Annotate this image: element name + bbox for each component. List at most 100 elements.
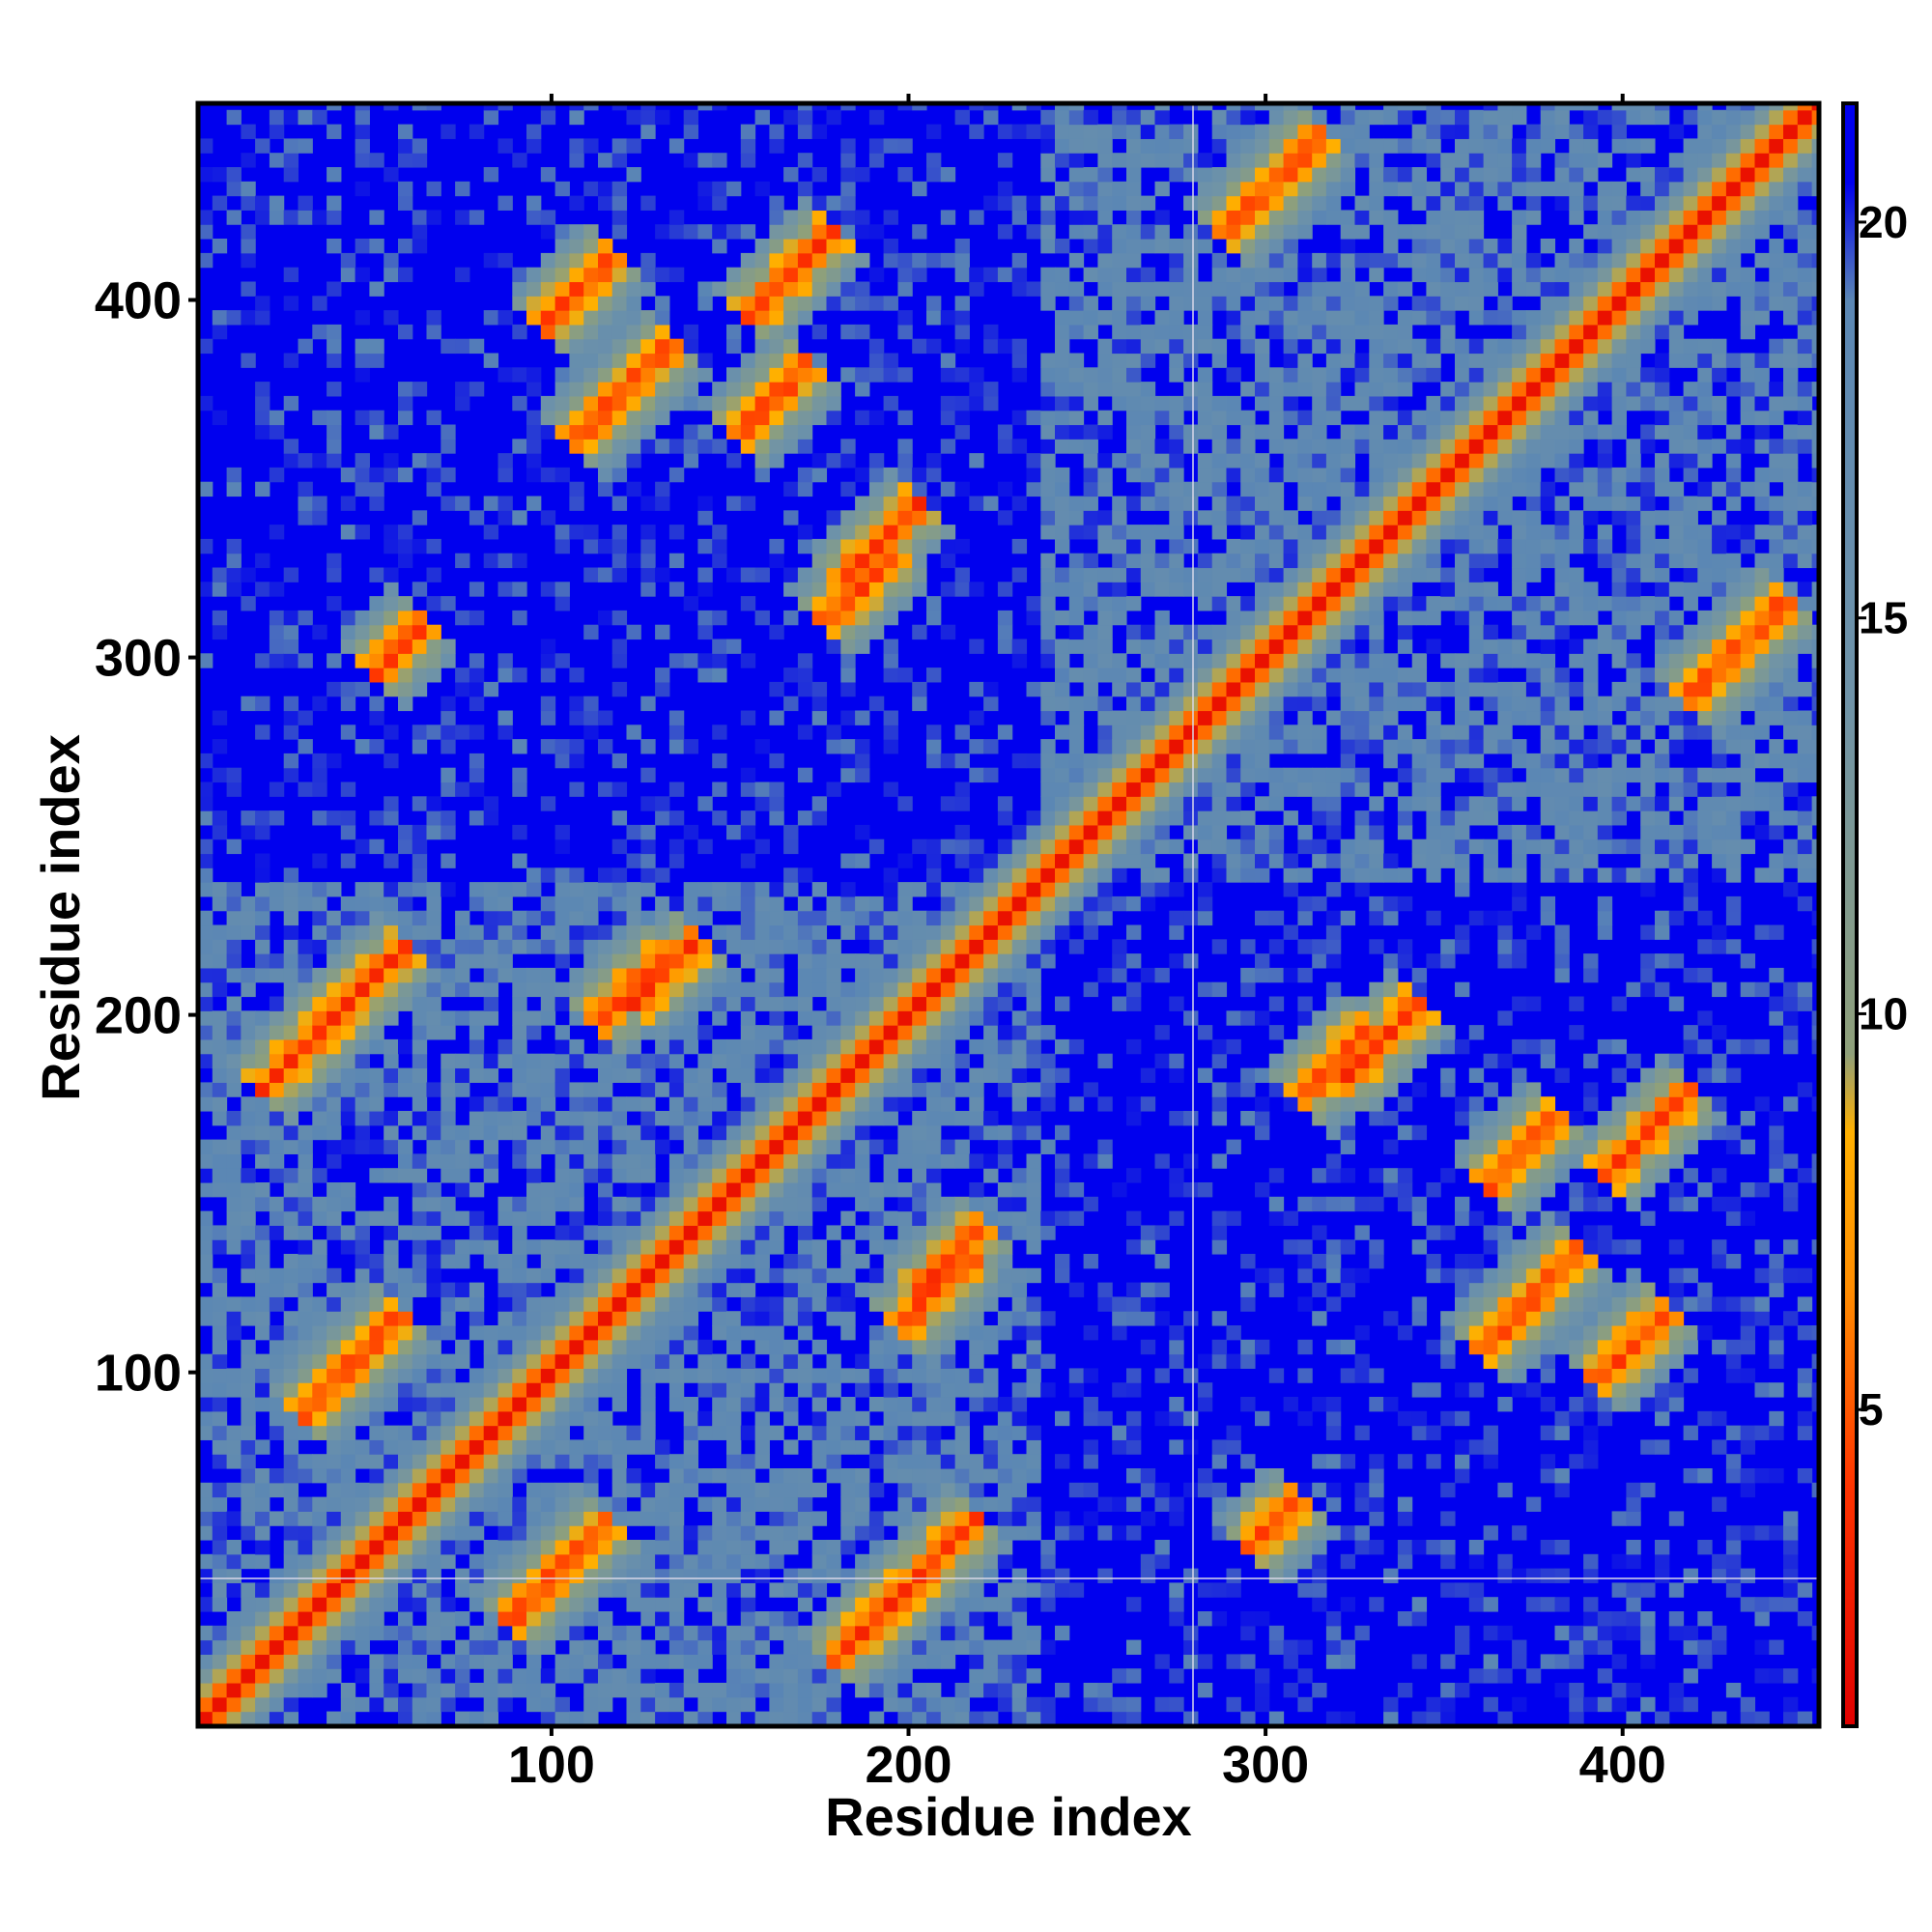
heatmap-cell bbox=[412, 610, 428, 626]
heatmap-cell bbox=[255, 582, 270, 597]
heatmap-cell bbox=[1055, 681, 1070, 697]
heatmap-cell bbox=[926, 1311, 942, 1326]
heatmap-cell bbox=[569, 439, 584, 454]
heatmap-cell bbox=[969, 1096, 984, 1112]
heatmap-cell bbox=[355, 109, 370, 126]
heatmap-cell bbox=[398, 382, 413, 397]
heatmap-cell bbox=[1140, 882, 1156, 897]
heatmap-cell bbox=[1097, 281, 1113, 297]
heatmap-cell bbox=[926, 1082, 942, 1097]
heatmap-cell bbox=[683, 1038, 699, 1055]
heatmap-cell bbox=[1112, 538, 1127, 554]
heatmap-cell bbox=[1011, 338, 1028, 355]
heatmap-cell bbox=[269, 1368, 285, 1383]
heatmap-cell bbox=[340, 1325, 356, 1341]
heatmap-cell bbox=[384, 1053, 399, 1069]
heatmap-cell bbox=[912, 924, 927, 940]
heatmap-cell bbox=[384, 1654, 399, 1669]
heatmap-cell bbox=[540, 210, 556, 225]
heatmap-cell bbox=[369, 1439, 384, 1455]
heatmap-cell bbox=[598, 1454, 613, 1469]
heatmap-cell bbox=[369, 610, 384, 626]
heatmap-cell bbox=[826, 538, 841, 554]
heatmap-cell bbox=[198, 1053, 213, 1069]
heatmap-cell bbox=[969, 1553, 984, 1570]
heatmap-cell bbox=[655, 1339, 670, 1355]
heatmap-cell bbox=[298, 1239, 313, 1255]
heatmap-cell bbox=[683, 910, 699, 926]
heatmap-cell bbox=[797, 1124, 813, 1141]
heatmap-cell bbox=[554, 753, 570, 769]
heatmap-cell bbox=[1026, 1439, 1041, 1455]
heatmap-cell bbox=[412, 1425, 428, 1440]
heatmap-cell bbox=[1097, 1282, 1113, 1297]
heatmap-cell bbox=[726, 1582, 742, 1598]
heatmap-cell bbox=[312, 1267, 327, 1284]
heatmap-cell bbox=[840, 167, 856, 183]
heatmap-cell bbox=[384, 810, 399, 826]
heatmap-cell bbox=[440, 1124, 456, 1141]
heatmap-cell bbox=[483, 310, 499, 326]
heatmap-cell bbox=[769, 1425, 784, 1440]
heatmap-cell bbox=[583, 1124, 599, 1141]
heatmap-cell bbox=[640, 1553, 656, 1570]
heatmap-cell bbox=[526, 1153, 542, 1169]
heatmap-cell bbox=[540, 1611, 556, 1627]
heatmap-cell bbox=[440, 1368, 456, 1383]
heatmap-cell bbox=[1011, 1382, 1028, 1398]
heatmap-cell bbox=[1040, 1067, 1056, 1083]
heatmap-cell bbox=[212, 1482, 228, 1498]
heatmap-cell bbox=[611, 496, 628, 511]
heatmap-cell bbox=[983, 496, 999, 511]
heatmap-cell bbox=[327, 1668, 342, 1684]
heatmap-cell bbox=[769, 1611, 784, 1627]
heatmap-cell bbox=[1140, 624, 1156, 640]
heatmap-cell bbox=[926, 668, 942, 683]
heatmap-cell bbox=[583, 882, 599, 897]
heatmap-cell bbox=[811, 1696, 828, 1713]
heatmap-cell bbox=[883, 138, 898, 154]
heatmap-cell bbox=[355, 882, 370, 897]
heatmap-cell bbox=[740, 1696, 756, 1713]
heatmap-cell bbox=[1026, 1639, 1041, 1655]
heatmap-cell bbox=[583, 1597, 599, 1612]
heatmap-cell bbox=[1183, 252, 1199, 269]
heatmap-cell bbox=[668, 1696, 685, 1713]
heatmap-cell bbox=[697, 1139, 713, 1154]
heatmap-cell bbox=[554, 867, 570, 883]
heatmap-cell bbox=[384, 1568, 399, 1583]
heatmap-cell bbox=[212, 1425, 228, 1440]
heatmap-cell bbox=[740, 910, 756, 926]
heatmap-cell bbox=[283, 395, 299, 412]
heatmap-cell bbox=[855, 767, 870, 783]
heatmap-cell bbox=[398, 124, 413, 139]
heatmap-cell bbox=[954, 1696, 970, 1713]
heatmap-cell bbox=[1211, 1482, 1228, 1498]
heatmap-cell bbox=[1169, 767, 1184, 783]
heatmap-cell bbox=[983, 967, 999, 983]
heatmap-cell bbox=[198, 867, 213, 883]
heatmap-cell bbox=[1126, 181, 1142, 197]
heatmap-cell bbox=[269, 1196, 285, 1212]
heatmap-cell bbox=[412, 1096, 428, 1112]
heatmap-cell bbox=[640, 981, 656, 998]
heatmap-cell bbox=[312, 1568, 327, 1583]
heatmap-cell bbox=[1040, 1540, 1056, 1555]
heatmap-cell bbox=[640, 1439, 656, 1455]
heatmap-cell bbox=[469, 1625, 485, 1641]
heatmap-cell bbox=[283, 353, 299, 368]
heatmap-cell bbox=[668, 1568, 685, 1583]
heatmap-cell bbox=[726, 424, 742, 440]
heatmap-cell bbox=[626, 395, 641, 412]
heatmap-cell bbox=[912, 939, 927, 954]
heatmap-cell bbox=[469, 1182, 485, 1198]
heatmap-cell bbox=[1112, 224, 1127, 240]
heatmap-cell bbox=[940, 953, 956, 969]
heatmap-cell bbox=[327, 439, 342, 454]
heatmap-cell bbox=[668, 1196, 685, 1212]
heatmap-cell bbox=[241, 810, 256, 826]
heatmap-cell bbox=[640, 195, 656, 211]
heatmap-cell bbox=[1068, 1368, 1085, 1383]
heatmap-cell bbox=[926, 1454, 942, 1469]
heatmap-cell bbox=[1154, 967, 1170, 983]
